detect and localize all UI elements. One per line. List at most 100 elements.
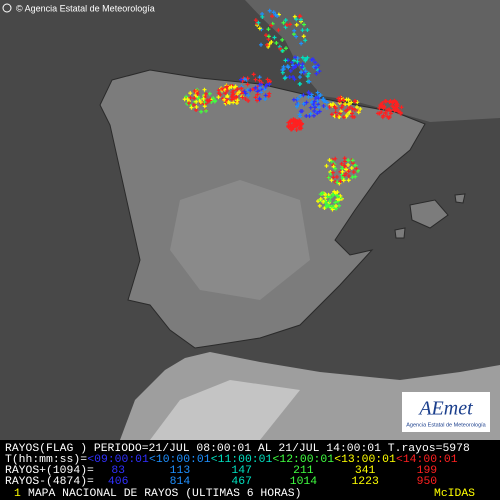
strike: [312, 109, 317, 114]
strike: [260, 14, 265, 19]
interval-label: <12:00:01: [273, 454, 335, 466]
strike: [327, 105, 332, 110]
strike: [399, 105, 404, 110]
strike: [192, 88, 197, 93]
negative-label: RAYOS-(4874)=: [5, 476, 94, 488]
strike: [264, 33, 269, 38]
strike: [266, 27, 271, 32]
strike: [294, 17, 299, 22]
strike: [398, 110, 403, 115]
strike: [274, 40, 279, 45]
strike: [350, 111, 355, 116]
strike: [235, 98, 240, 103]
strike: [335, 180, 340, 185]
strike: [349, 165, 354, 170]
strike: [289, 125, 294, 130]
strike: [338, 98, 343, 103]
positive-count: 147: [231, 465, 252, 477]
strike: [259, 42, 264, 47]
meseta-shading: [170, 180, 310, 300]
strike: [305, 28, 310, 33]
strike: [253, 95, 258, 100]
strike: [189, 105, 194, 110]
strike: [269, 40, 274, 45]
strike: [358, 107, 363, 112]
strike: [281, 20, 286, 25]
strike: [237, 90, 242, 95]
strike: [234, 101, 239, 106]
strike: [297, 82, 302, 87]
strike: [320, 191, 325, 196]
strike: [313, 60, 318, 65]
strike: [333, 156, 338, 161]
strike: [246, 93, 251, 98]
strike: [297, 75, 302, 80]
strike: [350, 106, 355, 111]
legend-panel: [0, 440, 500, 500]
negative-count: 814: [170, 476, 191, 488]
strike: [255, 98, 260, 103]
strike: [335, 114, 340, 119]
strike: [344, 108, 349, 113]
strike: [263, 97, 268, 102]
negative-count: 950: [417, 476, 438, 488]
strike: [205, 98, 210, 103]
strike: [257, 78, 262, 83]
strike: [385, 114, 390, 119]
strike: [306, 94, 311, 99]
strike: [323, 201, 328, 206]
time-label: T(hh:mm:ss)=: [5, 454, 87, 466]
strike: [333, 200, 338, 205]
strike: [226, 100, 231, 105]
strike: [230, 90, 235, 95]
strike: [298, 120, 303, 125]
strike: [293, 55, 298, 60]
strike: [269, 23, 274, 28]
strike: [317, 109, 322, 114]
strike: [203, 94, 208, 99]
strike: [324, 204, 329, 209]
strike: [292, 77, 297, 82]
interval-label: <10:00:01: [149, 454, 211, 466]
strike: [340, 169, 345, 174]
strike: [331, 101, 336, 106]
strike: [292, 14, 297, 19]
aemet-logo: AEmet Agencia Estatal de Meteorología: [402, 392, 490, 432]
strike: [346, 97, 351, 102]
strike: [380, 100, 385, 105]
strike: [316, 199, 321, 204]
strike: [352, 107, 357, 112]
strike: [350, 175, 355, 180]
strike: [292, 28, 297, 33]
strike: [334, 203, 339, 208]
globe-icon: [2, 3, 12, 13]
strike: [294, 22, 299, 27]
strike: [317, 203, 322, 208]
strike: [393, 107, 398, 112]
strike: [250, 87, 255, 92]
strike: [299, 41, 304, 46]
strike: [324, 105, 329, 110]
strike: [299, 65, 304, 70]
strike: [202, 100, 207, 105]
strike: [337, 114, 342, 119]
strike: [333, 110, 338, 115]
strike: [291, 32, 296, 37]
strike: [343, 171, 348, 176]
strike: [339, 105, 344, 110]
strike: [324, 100, 329, 105]
strike: [351, 169, 356, 174]
strike: [291, 58, 296, 63]
strike: [309, 92, 314, 97]
strike: [305, 74, 310, 79]
strike: [294, 34, 299, 39]
strike: [248, 88, 253, 93]
strike: [288, 68, 293, 73]
strike: [352, 115, 357, 120]
strike: [296, 62, 301, 67]
strike: [388, 98, 393, 103]
strike: [301, 101, 306, 106]
strike: [391, 99, 396, 104]
strike: [318, 93, 323, 98]
strike: [257, 26, 262, 31]
